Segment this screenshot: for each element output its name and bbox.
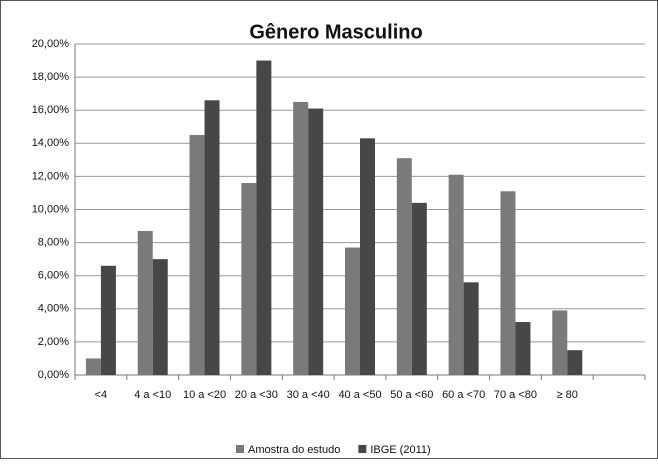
- chart-title: Gênero Masculino: [249, 21, 422, 43]
- x-tick-label: <4: [95, 389, 108, 401]
- bar: [85, 358, 101, 375]
- y-tick-label: 0,00%: [38, 369, 69, 381]
- y-tick-label: 10,00%: [32, 203, 70, 215]
- y-tick-label: 2,00%: [38, 336, 69, 348]
- y-tick-label: 14,00%: [32, 137, 70, 149]
- x-tick-label: 4 a <10: [134, 389, 171, 401]
- bar: [100, 265, 116, 375]
- x-tick-label: 50 a <60: [390, 389, 433, 401]
- x-tick-label: ≥ 80: [557, 389, 578, 401]
- x-tick-label: 10 a <20: [183, 389, 226, 401]
- x-tick-label: 60 a <70: [442, 389, 485, 401]
- legend-label: Amostra do estudo: [248, 444, 340, 456]
- bar: [448, 174, 464, 375]
- bar: [396, 158, 412, 375]
- x-tick-label: 30 a <40: [287, 389, 330, 401]
- bar: [552, 310, 568, 375]
- y-tick-label: 8,00%: [38, 237, 69, 249]
- x-tick-label: 20 a <30: [235, 389, 278, 401]
- bar: [152, 259, 168, 375]
- bar: [515, 322, 531, 375]
- bar: [293, 101, 309, 376]
- y-tick-label: 12,00%: [32, 170, 70, 182]
- bar: [463, 282, 479, 375]
- y-tick-label: 16,00%: [32, 104, 70, 116]
- bar: [204, 100, 220, 376]
- legend-label: IBGE (2011): [370, 444, 430, 456]
- bar: [137, 231, 153, 375]
- bar: [189, 135, 205, 375]
- legend-swatch: [358, 445, 367, 453]
- x-tick-label: 70 a <80: [494, 389, 537, 401]
- y-tick-label: 20,00%: [32, 38, 70, 50]
- y-tick-label: 4,00%: [38, 303, 69, 315]
- bar: [241, 183, 257, 375]
- bar: [256, 60, 272, 376]
- bar: [345, 247, 360, 375]
- y-tick-label: 6,00%: [38, 270, 69, 282]
- bar: [360, 138, 375, 375]
- bar: [308, 108, 324, 376]
- y-tick-label: 18,00%: [32, 71, 70, 83]
- x-tick-label: 40 a <50: [338, 389, 381, 401]
- bar: [500, 191, 516, 375]
- bar: [411, 202, 427, 375]
- bar: [567, 350, 583, 375]
- legend-swatch: [236, 445, 244, 453]
